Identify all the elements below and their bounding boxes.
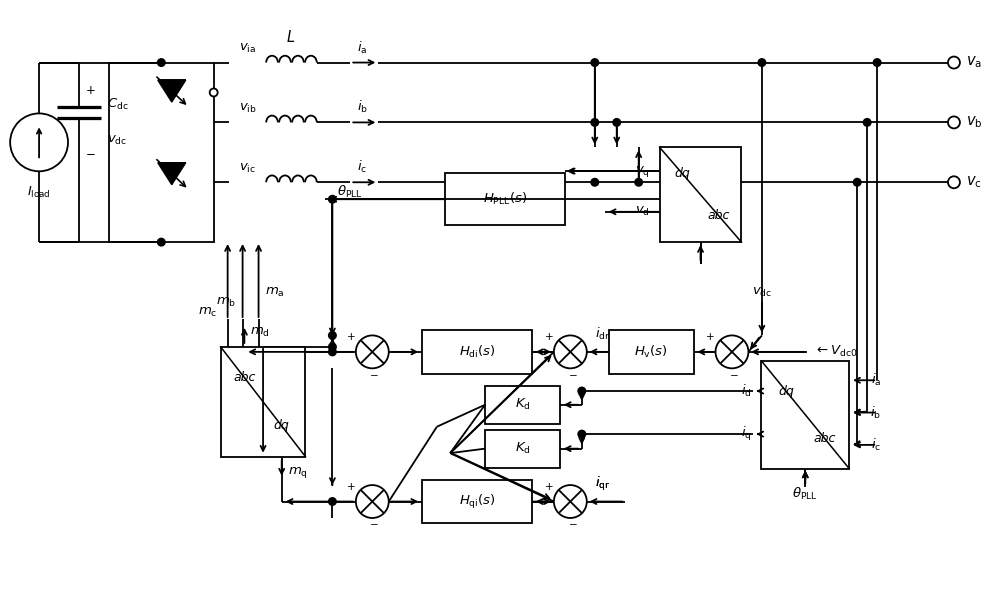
Circle shape (329, 195, 336, 203)
Bar (422, 330, 532, 374)
Circle shape (948, 116, 960, 128)
Text: $v_{\rm dc}$: $v_{\rm dc}$ (107, 134, 127, 147)
Text: $v_{\rm q}$: $v_{\rm q}$ (635, 164, 650, 179)
Text: $+$: $+$ (346, 331, 355, 343)
Circle shape (758, 59, 766, 66)
Circle shape (948, 176, 960, 188)
Text: $+$: $+$ (85, 84, 96, 97)
Text: $-$: $-$ (85, 146, 96, 159)
Text: $m_{\rm d}$: $m_{\rm d}$ (250, 327, 270, 340)
Text: $m_{\rm b}$: $m_{\rm b}$ (216, 296, 237, 309)
Text: $i_{\rm q}$: $i_{\rm q}$ (741, 425, 751, 443)
Text: abc: abc (707, 209, 730, 222)
Text: $-$: $-$ (369, 369, 379, 379)
Text: $v_{\rm ic}$: $v_{\rm ic}$ (239, 162, 256, 175)
Text: $i_{\rm a}$: $i_{\rm a}$ (357, 39, 368, 56)
Circle shape (157, 238, 165, 246)
Circle shape (591, 119, 599, 126)
Bar (445, 173, 565, 225)
Text: $L$: $L$ (286, 29, 295, 45)
Text: $\leftarrow V_{\rm dc0}$: $\leftarrow V_{\rm dc0}$ (814, 344, 857, 359)
Bar (761, 361, 849, 469)
Text: $H_{\rm PLL}(s)$: $H_{\rm PLL}(s)$ (483, 191, 527, 207)
Text: $v_{\rm ia}$: $v_{\rm ia}$ (239, 42, 256, 55)
Circle shape (635, 179, 642, 186)
Text: $v_{\rm d}$: $v_{\rm d}$ (635, 205, 650, 219)
Text: $v_{\rm b}$: $v_{\rm b}$ (966, 115, 982, 130)
Text: $i_{\rm qr}$: $i_{\rm qr}$ (595, 475, 611, 493)
Text: $+$: $+$ (705, 331, 715, 343)
Text: $-$: $-$ (568, 369, 577, 379)
Circle shape (210, 88, 218, 97)
Circle shape (329, 331, 336, 339)
Text: $-$: $-$ (369, 518, 379, 528)
Text: $m_{\rm a}$: $m_{\rm a}$ (265, 285, 284, 298)
Bar (422, 479, 532, 524)
Text: $H_{\rm qi}(s)$: $H_{\rm qi}(s)$ (459, 493, 495, 510)
Circle shape (157, 59, 165, 66)
Circle shape (329, 498, 336, 505)
Circle shape (578, 430, 586, 438)
Circle shape (329, 348, 336, 356)
Bar (109, 63, 214, 242)
Bar (609, 330, 694, 374)
Text: $C_{\rm dc}$: $C_{\rm dc}$ (107, 97, 129, 112)
Text: $i_{\rm c}$: $i_{\rm c}$ (357, 159, 367, 176)
Text: $v_{\rm c}$: $v_{\rm c}$ (966, 174, 982, 190)
Text: $K_{\rm d}$: $K_{\rm d}$ (515, 397, 530, 413)
Text: $i_{\rm dr}$: $i_{\rm dr}$ (595, 326, 611, 342)
Bar (221, 347, 305, 457)
Text: $-$: $-$ (729, 369, 739, 379)
Text: $+$: $+$ (544, 481, 553, 492)
Text: $v_{\rm a}$: $v_{\rm a}$ (966, 55, 982, 70)
Text: $v_{\rm ib}$: $v_{\rm ib}$ (239, 102, 256, 115)
Text: $i_{\rm b}$: $i_{\rm b}$ (357, 99, 368, 115)
Text: $v_{\rm dc}$: $v_{\rm dc}$ (752, 285, 772, 298)
Bar (485, 430, 560, 467)
Text: dq: dq (274, 420, 290, 432)
Polygon shape (158, 80, 186, 102)
Text: $i_{\rm qr}$: $i_{\rm qr}$ (595, 475, 611, 493)
Text: $K_{\rm d}$: $K_{\rm d}$ (515, 441, 530, 456)
Circle shape (873, 59, 881, 66)
Text: $H_{\rm v}(s)$: $H_{\rm v}(s)$ (634, 344, 668, 360)
Circle shape (863, 119, 871, 126)
Bar (485, 386, 560, 424)
Text: $i_{\rm d}$: $i_{\rm d}$ (741, 383, 751, 399)
Circle shape (948, 57, 960, 69)
Text: $m_{\rm c}$: $m_{\rm c}$ (198, 306, 218, 319)
Circle shape (578, 387, 586, 395)
Circle shape (591, 59, 599, 66)
Text: $H_{\rm di}(s)$: $H_{\rm di}(s)$ (459, 344, 495, 360)
Text: $+$: $+$ (346, 481, 355, 492)
Circle shape (591, 179, 599, 186)
Text: dq: dq (778, 384, 794, 398)
Text: dq: dq (675, 167, 690, 180)
Bar (660, 147, 741, 242)
Text: $-$: $-$ (568, 518, 577, 528)
Text: $m_{\rm q}$: $m_{\rm q}$ (288, 465, 308, 480)
Polygon shape (158, 163, 186, 184)
Text: abc: abc (813, 432, 836, 445)
Circle shape (613, 119, 621, 126)
Text: $\theta_{\rm PLL}$: $\theta_{\rm PLL}$ (792, 485, 818, 501)
Text: $\theta_{\rm PLL}$: $\theta_{\rm PLL}$ (337, 184, 363, 201)
Text: $i_{\rm c}$: $i_{\rm c}$ (871, 437, 881, 453)
Circle shape (329, 343, 336, 350)
Text: $I_{\rm load}$: $I_{\rm load}$ (27, 184, 51, 200)
Circle shape (853, 179, 861, 186)
Text: $i_{\rm a}$: $i_{\rm a}$ (871, 372, 881, 388)
Text: $+$: $+$ (544, 331, 553, 343)
Text: abc: abc (233, 371, 256, 384)
Text: $i_{\rm b}$: $i_{\rm b}$ (870, 405, 881, 421)
